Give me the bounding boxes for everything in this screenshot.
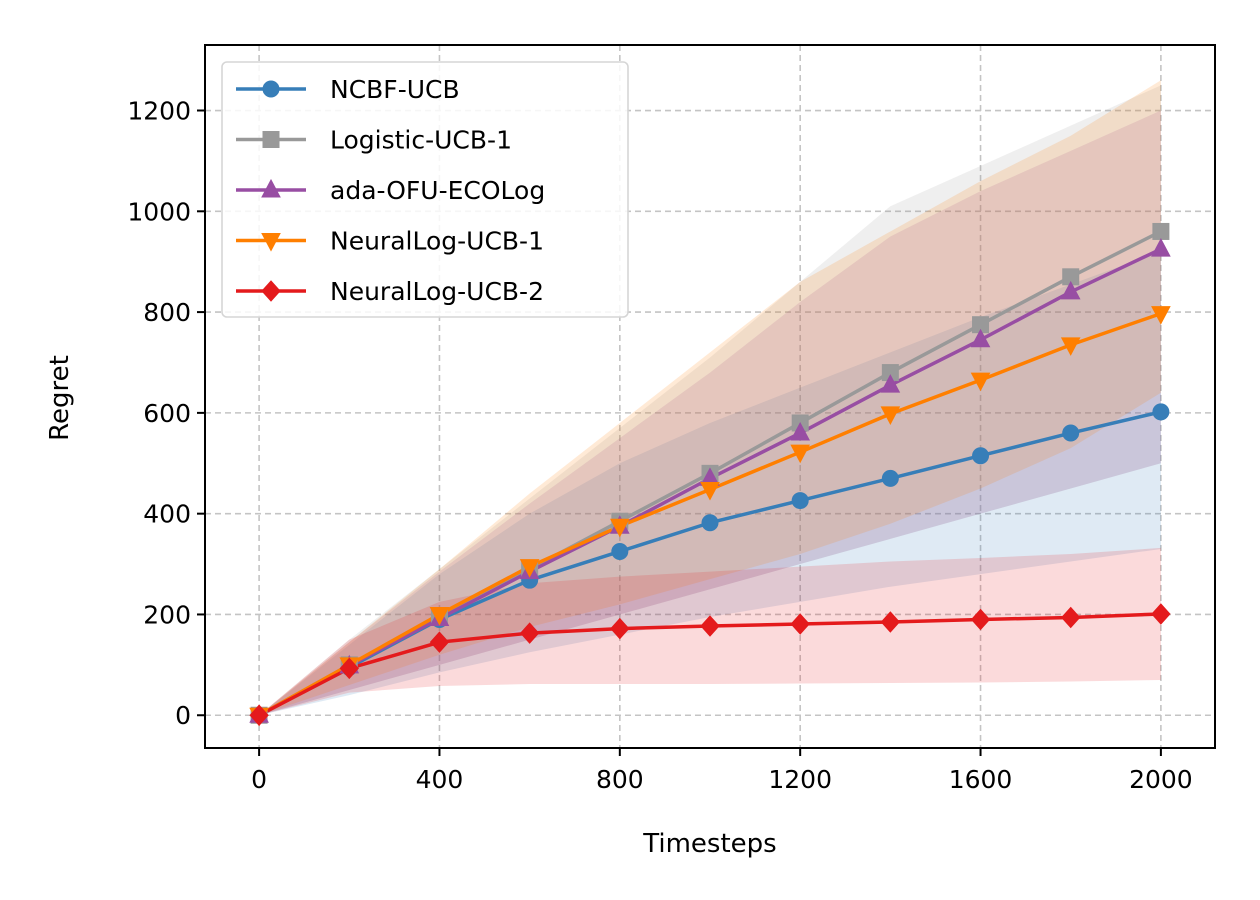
data-point bbox=[609, 518, 630, 538]
data-point bbox=[1061, 606, 1081, 629]
data-point bbox=[1151, 306, 1171, 325]
data-point bbox=[970, 328, 991, 348]
axis-ticks: 0 400 800 1200 1600 2000 0 200 400 600 800 1000 1200 bbox=[127, 97, 1192, 794]
data-point bbox=[519, 622, 540, 644]
confidence-band bbox=[259, 85, 1161, 716]
legend-label: NeuralLog-UCB-1 bbox=[330, 227, 544, 256]
data-point bbox=[972, 447, 990, 465]
legend-marker bbox=[262, 80, 280, 98]
legend-marker bbox=[261, 233, 281, 252]
confidence-band bbox=[259, 80, 1161, 716]
y-tick-label: 800 bbox=[143, 298, 191, 327]
legend-label: Logistic-UCB-1 bbox=[330, 126, 512, 155]
y-axis-title: Regret bbox=[45, 355, 75, 441]
data-point bbox=[519, 559, 540, 578]
data-point bbox=[1152, 222, 1170, 240]
confidence-band bbox=[259, 110, 1161, 716]
x-tick-label: 2000 bbox=[1129, 765, 1193, 794]
x-axis-title: Timesteps bbox=[642, 829, 776, 859]
y-tick-label: 600 bbox=[143, 399, 191, 428]
y-tick-label: 1000 bbox=[127, 197, 191, 226]
legend-box bbox=[221, 61, 629, 318]
data-point bbox=[701, 514, 719, 532]
x-tick-label: 800 bbox=[596, 765, 644, 794]
y-tick-label: 200 bbox=[143, 600, 191, 629]
legend: NCBF-UCB Logistic-UCB-1 ada-OFU-ECOLog Neur… bbox=[221, 61, 629, 318]
data-point bbox=[1060, 337, 1081, 356]
series-markers bbox=[249, 222, 1171, 727]
legend-marker bbox=[261, 178, 281, 198]
data-point bbox=[1151, 238, 1171, 257]
legend-label: NeuralLog-UCB-2 bbox=[330, 277, 544, 306]
y-tick-label: 400 bbox=[143, 500, 191, 529]
legend-marker bbox=[262, 131, 280, 148]
data-point bbox=[610, 617, 630, 640]
data-point bbox=[1152, 403, 1170, 421]
data-point bbox=[881, 469, 899, 487]
data-point bbox=[249, 704, 269, 726]
data-point bbox=[970, 372, 991, 392]
x-tick-label: 400 bbox=[416, 765, 464, 794]
data-point bbox=[339, 657, 359, 680]
data-point bbox=[611, 542, 629, 560]
x-tick-label: 0 bbox=[251, 765, 267, 794]
legend-label: ada-OFU-ECOLog bbox=[330, 176, 545, 205]
legend-label: NCBF-UCB bbox=[330, 75, 460, 104]
legend-marker bbox=[261, 280, 281, 302]
data-point bbox=[970, 608, 991, 631]
data-point bbox=[790, 613, 810, 635]
x-tick-label: 1600 bbox=[949, 765, 1013, 794]
data-point bbox=[1151, 603, 1171, 625]
data-point bbox=[1062, 424, 1080, 442]
data-point bbox=[880, 374, 901, 393]
data-point bbox=[429, 606, 450, 626]
x-tick-label: 1200 bbox=[768, 765, 832, 794]
plot-frame bbox=[204, 44, 1216, 749]
y-tick-label: 0 bbox=[175, 701, 191, 730]
data-point bbox=[429, 631, 450, 653]
data-point bbox=[880, 611, 901, 633]
data-point bbox=[790, 444, 811, 464]
data-point bbox=[790, 421, 811, 441]
data-point bbox=[880, 406, 901, 425]
data-point bbox=[700, 481, 720, 501]
data-point bbox=[700, 615, 720, 637]
data-point bbox=[1060, 280, 1081, 300]
data-point bbox=[791, 492, 809, 510]
y-tick-label: 1200 bbox=[127, 97, 191, 126]
